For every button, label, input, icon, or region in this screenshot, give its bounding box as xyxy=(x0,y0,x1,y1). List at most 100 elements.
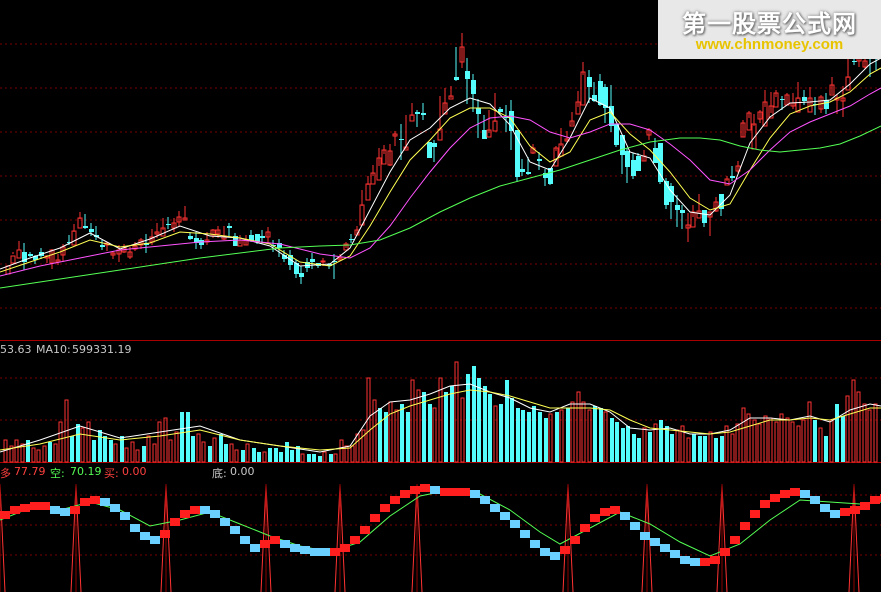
indicator-step-down xyxy=(670,550,680,558)
volume-bar-down xyxy=(48,442,52,462)
volume-bar-down xyxy=(488,394,492,462)
volume-bar-down xyxy=(466,374,470,462)
indicator-step-down xyxy=(680,556,690,564)
indicator-step-up xyxy=(20,504,30,512)
indicator-step-down xyxy=(830,510,840,518)
indicator-step-down xyxy=(480,496,490,504)
price-ma-line-ma10 xyxy=(0,67,881,273)
indicator-step-up xyxy=(460,488,470,496)
price-panel xyxy=(5,33,879,284)
volume-bar-down xyxy=(521,410,525,462)
volume-bar-up xyxy=(796,425,801,463)
indicator-step-up xyxy=(790,488,800,496)
indicator-step-down xyxy=(290,544,300,552)
candle-body-down xyxy=(22,252,27,262)
candle-body-down xyxy=(233,236,238,246)
volume-bar-up xyxy=(856,391,861,463)
candle-body-down xyxy=(702,210,707,223)
indicator-step-up xyxy=(0,511,10,519)
volume-bar-up xyxy=(735,423,740,463)
volume-bar-down xyxy=(224,444,228,462)
volume-bar-down xyxy=(610,418,614,462)
volume-bar-down xyxy=(384,412,388,462)
candle-body-down xyxy=(454,77,459,80)
candle-body-down xyxy=(636,156,641,171)
indicator-step-down xyxy=(200,506,210,514)
candle-body-up xyxy=(387,150,393,166)
volume-bar-up xyxy=(372,399,377,463)
candle-body-up xyxy=(154,231,160,235)
indicator-step-up xyxy=(850,506,860,514)
price-ma-line-ma5 xyxy=(0,57,881,270)
volume-bar-down xyxy=(180,412,184,462)
volume-bar-down xyxy=(241,450,245,462)
volume-bar-up xyxy=(774,421,779,463)
volume-bar-up xyxy=(201,441,206,463)
candle-body-up xyxy=(182,217,188,221)
volume-bar-up xyxy=(53,443,58,463)
volume-bar-down xyxy=(219,434,223,462)
volume-bar-down xyxy=(483,386,487,462)
volume-bar-up xyxy=(873,403,878,463)
volume-bar-down xyxy=(665,426,669,462)
candle-body-down xyxy=(188,236,193,239)
candle-body-down xyxy=(780,99,785,100)
indicator-step-up xyxy=(190,506,200,514)
candle-body-down xyxy=(415,112,420,114)
candle-body-up xyxy=(696,210,702,219)
candle-body-up xyxy=(795,97,801,113)
volume-bar-down xyxy=(499,404,503,462)
volume-bar-up xyxy=(333,453,338,463)
candle-body-down xyxy=(199,240,204,245)
indicator-step-up xyxy=(80,498,90,506)
indicator-step-up xyxy=(170,518,180,526)
volume-bar-up xyxy=(779,413,784,463)
volume-bar-down xyxy=(191,436,195,462)
indicator-step-down xyxy=(150,536,160,544)
candle-body-down xyxy=(515,130,520,177)
volume-bar-up xyxy=(322,451,327,463)
volume-bar-down xyxy=(378,408,382,462)
volume-bar-up xyxy=(410,379,415,463)
indicator-step-up xyxy=(330,548,340,556)
indicator-step-down xyxy=(310,548,320,556)
volume-bar-up xyxy=(818,427,823,463)
volume-ma10-label: MA10: xyxy=(36,343,71,356)
candle-body-up xyxy=(127,251,133,258)
volume-bar-up xyxy=(394,409,399,463)
volume-bar-up xyxy=(587,409,592,463)
volume-bar-up xyxy=(135,449,140,463)
indicator-step-down xyxy=(120,512,130,520)
candle-body-up xyxy=(392,133,398,137)
price-ma-line-ma20 xyxy=(0,87,881,277)
indicator-buy-label: 买: xyxy=(104,467,119,480)
indicator-step-up xyxy=(360,526,370,534)
candle-body-down xyxy=(260,236,265,238)
volume-bar-down xyxy=(698,436,702,462)
volume-bar-up xyxy=(212,437,217,463)
volume-bar-up xyxy=(768,417,773,463)
indicator-step-up xyxy=(840,508,850,516)
volume-bar-down xyxy=(103,436,107,462)
volume-bar-down xyxy=(268,448,272,462)
volume-bar-down xyxy=(406,412,410,462)
volume-ma10-value: 599331.19 xyxy=(72,343,132,356)
indicator-step-down xyxy=(810,496,820,504)
indicator-step-up xyxy=(720,548,730,556)
volume-bar-down xyxy=(544,418,548,462)
volume-bar-up xyxy=(708,431,713,463)
indicator-step-down xyxy=(240,536,250,544)
volume-bar-up xyxy=(460,397,465,463)
indicator-step-up xyxy=(30,502,40,510)
volume-bar-up xyxy=(300,453,305,463)
volume-bar-up xyxy=(9,445,14,463)
volume-bar-down xyxy=(599,408,603,462)
indicator-step-up xyxy=(760,500,770,508)
volume-bar-down xyxy=(626,426,630,462)
candle-body-up xyxy=(110,252,116,256)
candle-body-down xyxy=(271,245,276,246)
candle-body-up xyxy=(49,249,55,264)
candle-body-down xyxy=(548,168,553,184)
candle-body-up xyxy=(215,229,221,235)
indicator-bull-value: 77.79 xyxy=(14,465,46,478)
